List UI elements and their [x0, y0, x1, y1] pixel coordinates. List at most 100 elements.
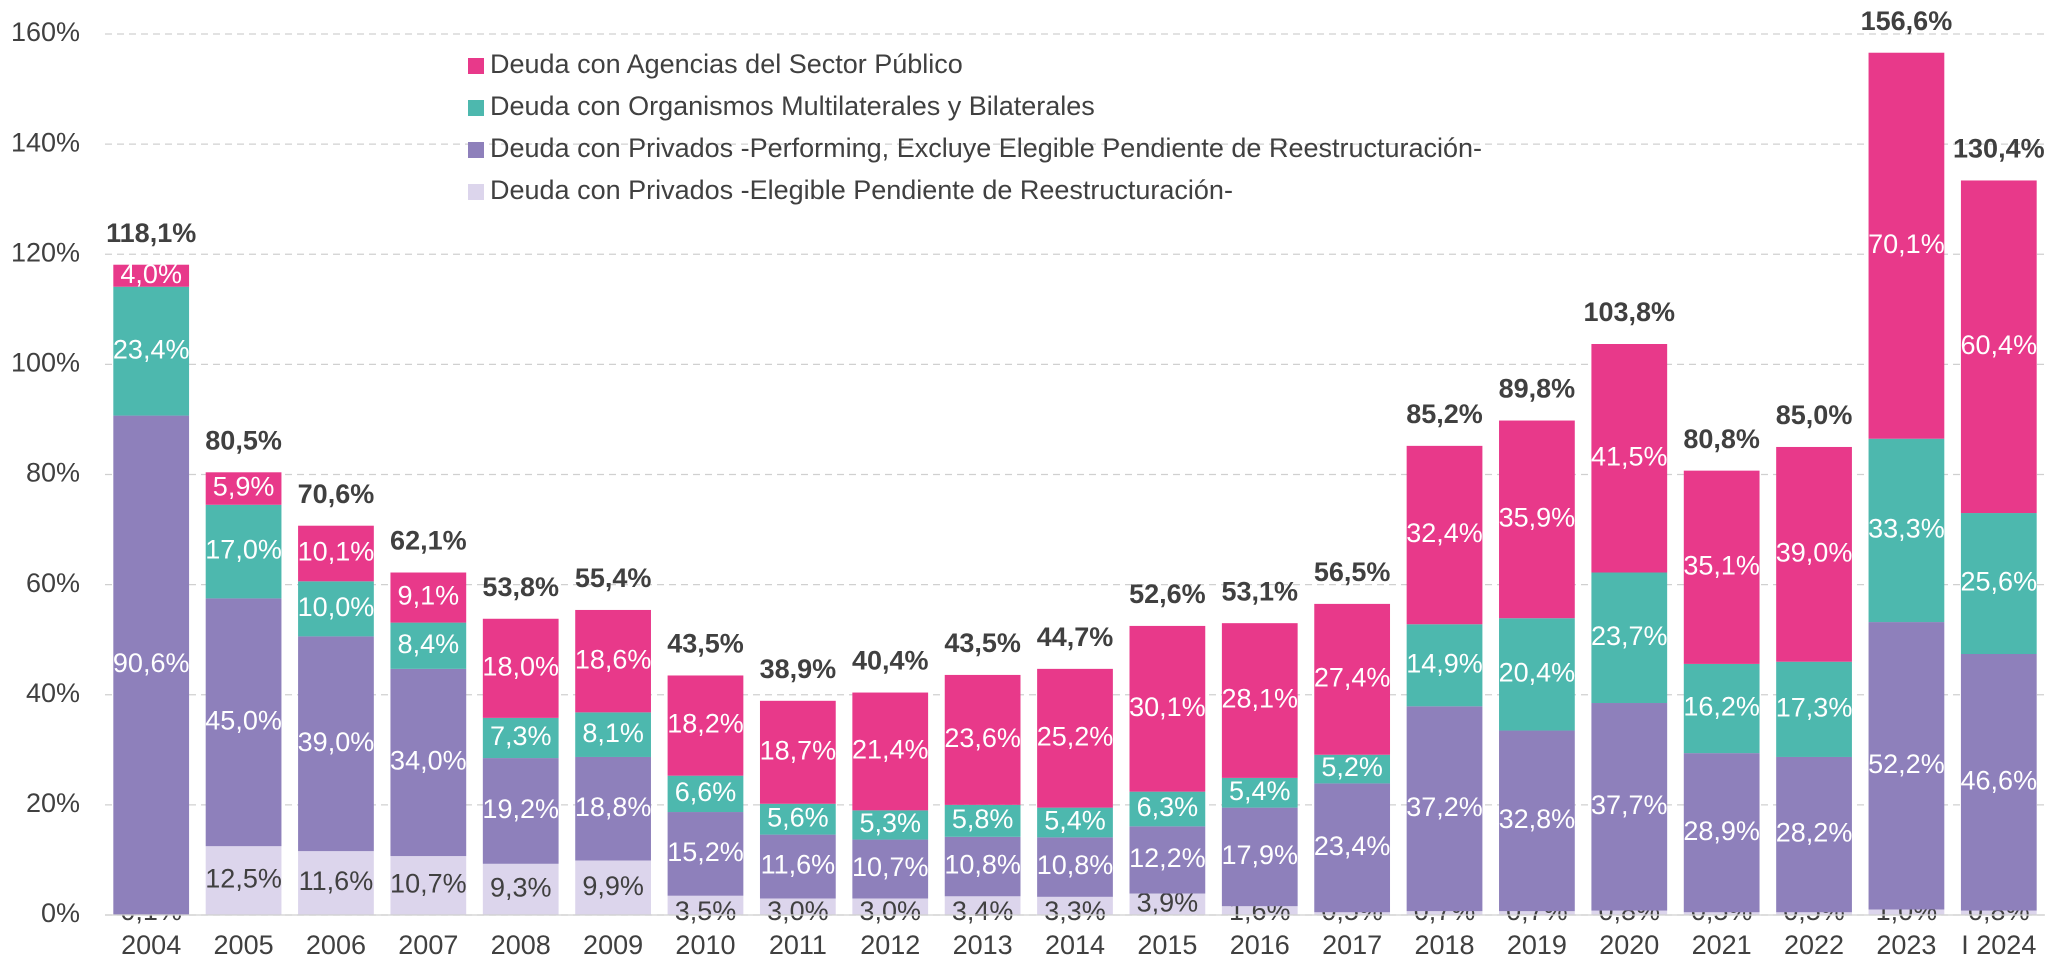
total-label: 80,5% — [205, 425, 282, 455]
value-label: 10,7% — [390, 869, 467, 899]
value-label: 3,0% — [859, 896, 921, 926]
x-tick-label: 2023 — [1876, 930, 1936, 960]
bar-segment — [1683, 470, 1760, 664]
total-label: 80,8% — [1683, 424, 1760, 454]
value-label: 9,3% — [490, 873, 552, 903]
bar-segment — [1683, 663, 1760, 754]
x-tick-label: 2015 — [1137, 930, 1197, 960]
total-label: 103,8% — [1583, 297, 1675, 327]
value-label: 10,8% — [944, 850, 1021, 880]
value-label: 27,4% — [1314, 662, 1391, 692]
total-label: 130,4% — [1953, 134, 2045, 164]
value-label: 18,6% — [575, 644, 652, 674]
total-label: 55,4% — [575, 563, 652, 593]
legend-item: Deuda con Agencias del Sector Público — [468, 49, 963, 79]
bar-segment — [575, 860, 651, 915]
value-label: 7,3% — [490, 721, 552, 751]
bar-segment — [1221, 623, 1298, 778]
bar-segment — [1776, 912, 1852, 915]
bar-segment — [390, 572, 467, 623]
total-label: 43,5% — [667, 629, 744, 659]
bar-segment — [1868, 438, 1945, 623]
value-label: 8,1% — [582, 718, 644, 748]
bar-segment — [205, 598, 282, 847]
value-label: 5,3% — [859, 808, 921, 838]
bar-segment — [1406, 624, 1483, 707]
total-label: 70,6% — [298, 479, 375, 509]
bar-segment — [1960, 513, 2037, 655]
bar-segment — [575, 756, 651, 861]
value-label: 18,2% — [667, 709, 744, 739]
bar-segment — [482, 863, 559, 915]
value-label: 32,4% — [1406, 518, 1483, 548]
bar-segment — [1960, 910, 2037, 915]
x-tick-label: 2022 — [1784, 930, 1844, 960]
value-label: 10,7% — [852, 852, 929, 882]
bar-segment — [1406, 445, 1483, 625]
value-label: 5,8% — [952, 804, 1014, 834]
x-tick-label: 2009 — [583, 930, 643, 960]
bar-segment — [113, 264, 190, 287]
bar-segment — [944, 674, 1021, 805]
value-label: 90,6% — [113, 648, 190, 678]
bar-segment — [482, 758, 559, 864]
value-label: 11,6% — [299, 866, 374, 896]
value-label: 9,1% — [398, 581, 460, 611]
value-label: 5,4% — [1229, 776, 1291, 806]
bar-segment — [1314, 783, 1391, 913]
total-label: 62,1% — [390, 526, 467, 556]
value-label: 23,4% — [113, 334, 190, 364]
y-tick-label: 40% — [26, 678, 80, 708]
bar-segment — [852, 898, 929, 915]
bar-segment — [1960, 180, 2037, 514]
total-label: 56,5% — [1314, 557, 1391, 587]
bar-segment — [1868, 52, 1945, 439]
value-label: 33,3% — [1868, 514, 1945, 544]
bar-segment — [113, 286, 190, 416]
value-label: 39,0% — [298, 727, 375, 757]
legend-label: Deuda con Privados -Elegible Pendiente d… — [490, 175, 1233, 205]
value-label: 70,1% — [1868, 229, 1945, 259]
value-label: 6,3% — [1137, 792, 1199, 822]
legend-item: Deuda con Organismos Multilaterales y Bi… — [468, 91, 1095, 121]
value-label: 34,0% — [390, 746, 467, 776]
bar-segment — [1221, 807, 1298, 907]
y-tick-label: 80% — [26, 458, 80, 488]
value-label: 21,4% — [852, 735, 929, 765]
bar-segment — [298, 851, 374, 915]
value-label: 30,1% — [1129, 692, 1206, 722]
x-tick-label: 2008 — [491, 930, 551, 960]
value-label: 60,4% — [1961, 330, 2038, 360]
bar-segment — [390, 622, 467, 669]
legend-label: Deuda con Agencias del Sector Público — [490, 49, 963, 79]
bar-segment — [1591, 910, 1668, 915]
value-label: 17,9% — [1221, 840, 1298, 870]
value-label: 5,2% — [1321, 752, 1383, 782]
legend-swatch — [468, 184, 484, 200]
bar-segment — [1129, 826, 1206, 894]
bar-segment — [1591, 344, 1668, 573]
y-tick-label: 60% — [26, 568, 80, 598]
bar-segment — [1868, 909, 1945, 915]
bar-segment — [1683, 753, 1760, 913]
bar-segment — [852, 692, 929, 811]
legend-label: Deuda con Privados -Performing, Excluye … — [490, 133, 1482, 163]
total-label: 118,1% — [106, 218, 196, 248]
bar-segment — [1406, 706, 1483, 912]
value-label: 39,0% — [1776, 537, 1853, 567]
bar-segment — [482, 618, 559, 718]
y-tick-label: 20% — [26, 788, 80, 818]
value-label: 28,9% — [1683, 816, 1760, 846]
value-label: 17,0% — [205, 535, 282, 565]
value-label: 6,6% — [675, 777, 737, 807]
value-label: 28,2% — [1776, 818, 1853, 848]
total-label: 89,8% — [1499, 374, 1576, 404]
value-label: 3,3% — [1044, 896, 1106, 926]
value-label: 14,9% — [1406, 648, 1483, 678]
bar-segment — [1868, 622, 1945, 910]
bar-segment — [1776, 446, 1852, 662]
bar-segment — [205, 472, 282, 505]
x-tick-label: 2007 — [398, 930, 458, 960]
